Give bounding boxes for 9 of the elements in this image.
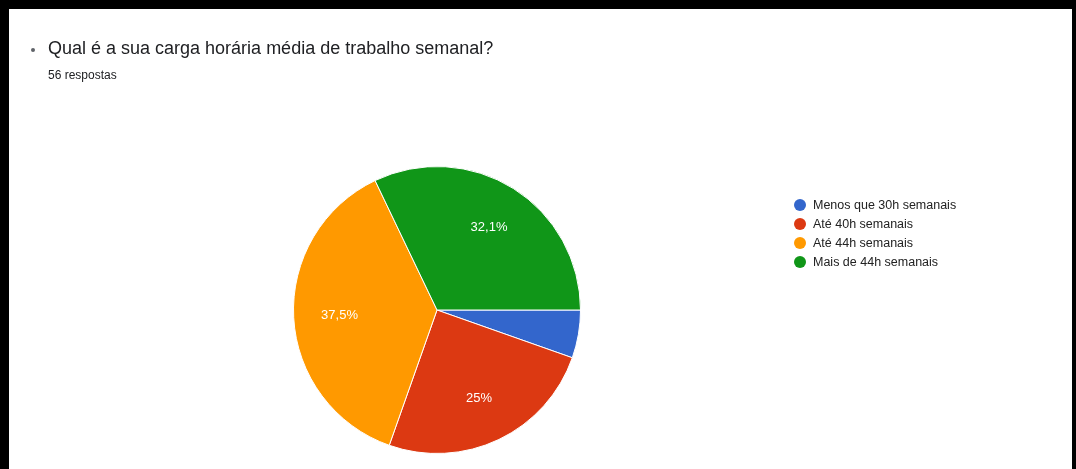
legend-label: Até 44h semanais	[813, 235, 914, 250]
text: 56 respostas	[48, 68, 117, 82]
data-label: 25%	[466, 389, 493, 405]
legend-label: Menos que 30h semanais	[813, 197, 957, 212]
legend-label: Até 40h semanais	[813, 216, 914, 231]
chart-title: Qual é a sua carga horária média de trabalho semanal?	[48, 38, 494, 59]
legend-label: Mais de 44h semanais	[813, 254, 939, 269]
data-label: 37,5%	[321, 306, 359, 322]
data-label: 32,1%	[470, 219, 508, 235]
